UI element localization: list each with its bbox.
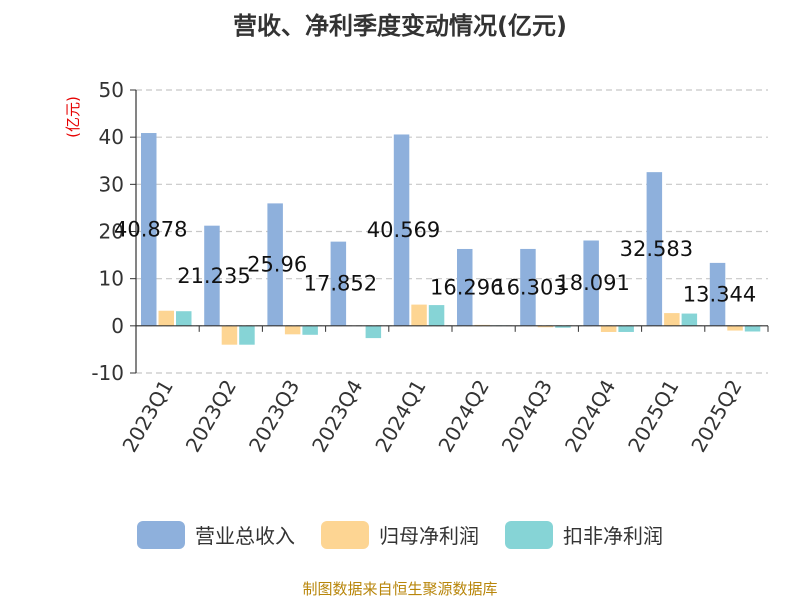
y-tick-label: 40 <box>99 125 124 149</box>
y-tick-label: 0 <box>111 314 124 338</box>
bar-adjusted-profit-2023Q4 <box>365 325 382 339</box>
bar-revenue-2024Q3 <box>520 248 536 326</box>
bar-adjusted-profit-2024Q3 <box>555 325 571 328</box>
bar-revenue-2023Q3 <box>267 203 283 326</box>
legend-item-revenue[interactable]: 营业总收入 <box>137 520 295 549</box>
data-label-revenue: 21.235 <box>177 264 250 288</box>
legend-item-net-profit[interactable]: 归母净利润 <box>321 520 479 549</box>
bar-net-profit-2024Q4 <box>600 325 617 332</box>
y-tick-label: -10 <box>91 361 124 385</box>
bar-revenue-2025Q2 <box>709 262 726 326</box>
bar-adjusted-profit-2025Q2 <box>744 325 761 332</box>
x-tick-label: 2024Q2 <box>433 376 493 457</box>
x-tick-label: 2023Q1 <box>117 376 177 457</box>
bar-net-profit-2023Q2 <box>221 325 238 345</box>
legend-swatch-adjusted-profit <box>505 520 553 549</box>
x-tick-label: 2024Q1 <box>370 376 430 457</box>
legend-label-revenue: 营业总收入 <box>195 524 295 548</box>
legend-swatch-revenue <box>137 520 185 549</box>
bar-net-profit-2025Q1 <box>664 313 680 326</box>
y-tick-label: 10 <box>99 267 124 291</box>
bar-net-profit-2024Q1 <box>411 304 427 326</box>
data-source-footer: 制图数据来自恒生聚源数据库 <box>302 580 498 598</box>
bar-revenue-2023Q2 <box>204 225 220 326</box>
data-label-revenue: 17.852 <box>304 272 377 296</box>
legend-label-adjusted-profit: 扣非净利润 <box>563 524 663 548</box>
data-label-revenue: 25.96 <box>247 253 307 277</box>
chart-title: 营收、净利季度变动情况(亿元) <box>233 12 567 40</box>
data-label-revenue: 16.303 <box>493 275 566 299</box>
data-label-revenue: 16.296 <box>430 275 503 299</box>
bar-revenue-2024Q4 <box>583 240 599 326</box>
bar-adjusted-profit-2023Q2 <box>239 325 255 345</box>
bar-adjusted-profit-2023Q3 <box>302 325 318 335</box>
x-tick-label: 2025Q1 <box>623 376 683 457</box>
bar-net-profit-2023Q3 <box>284 325 301 335</box>
bar-adjusted-profit-2024Q4 <box>618 325 634 332</box>
data-label-revenue: 40.878 <box>114 217 187 241</box>
y-axis-label: (亿元) <box>64 96 82 138</box>
bar-adjusted-profit-2025Q1 <box>681 313 698 326</box>
x-tick-label: 2025Q2 <box>686 376 746 457</box>
legend-label-net-profit: 归母净利润 <box>379 524 479 548</box>
legend-item-adjusted-profit[interactable]: 扣非净利润 <box>505 520 663 549</box>
x-tick-label: 2023Q3 <box>244 376 304 457</box>
bar-revenue-2024Q1 <box>393 134 410 326</box>
y-tick-label: 30 <box>99 172 124 196</box>
legend-swatch-net-profit <box>321 520 369 549</box>
chart-legend: 营业总收入 归母净利润 扣非净利润 <box>0 520 800 549</box>
data-label-revenue: 32.583 <box>620 237 693 261</box>
bar-revenue-2025Q1 <box>646 172 663 326</box>
x-tick-label: 2023Q4 <box>307 376 367 457</box>
y-tick-label: 20 <box>99 220 124 244</box>
x-tick-label: 2024Q4 <box>560 376 620 457</box>
bar-revenue-2024Q2 <box>457 248 473 326</box>
bar-net-profit-2025Q2 <box>727 325 743 331</box>
data-label-revenue: 40.569 <box>367 218 440 242</box>
x-tick-label: 2024Q3 <box>497 376 557 457</box>
data-label-revenue: 13.344 <box>683 282 756 306</box>
x-tick-label: 2023Q2 <box>181 376 241 457</box>
bar-net-profit-2024Q3 <box>537 325 554 328</box>
bar-adjusted-profit-2024Q1 <box>428 305 445 326</box>
y-tick-label: 50 <box>99 78 124 102</box>
bar-revenue-2023Q1 <box>141 133 157 326</box>
data-label-revenue: 18.091 <box>556 271 629 295</box>
bar-revenue-2023Q4 <box>330 241 347 326</box>
bar-net-profit-2023Q1 <box>158 310 174 326</box>
bar-adjusted-profit-2023Q1 <box>176 311 192 326</box>
